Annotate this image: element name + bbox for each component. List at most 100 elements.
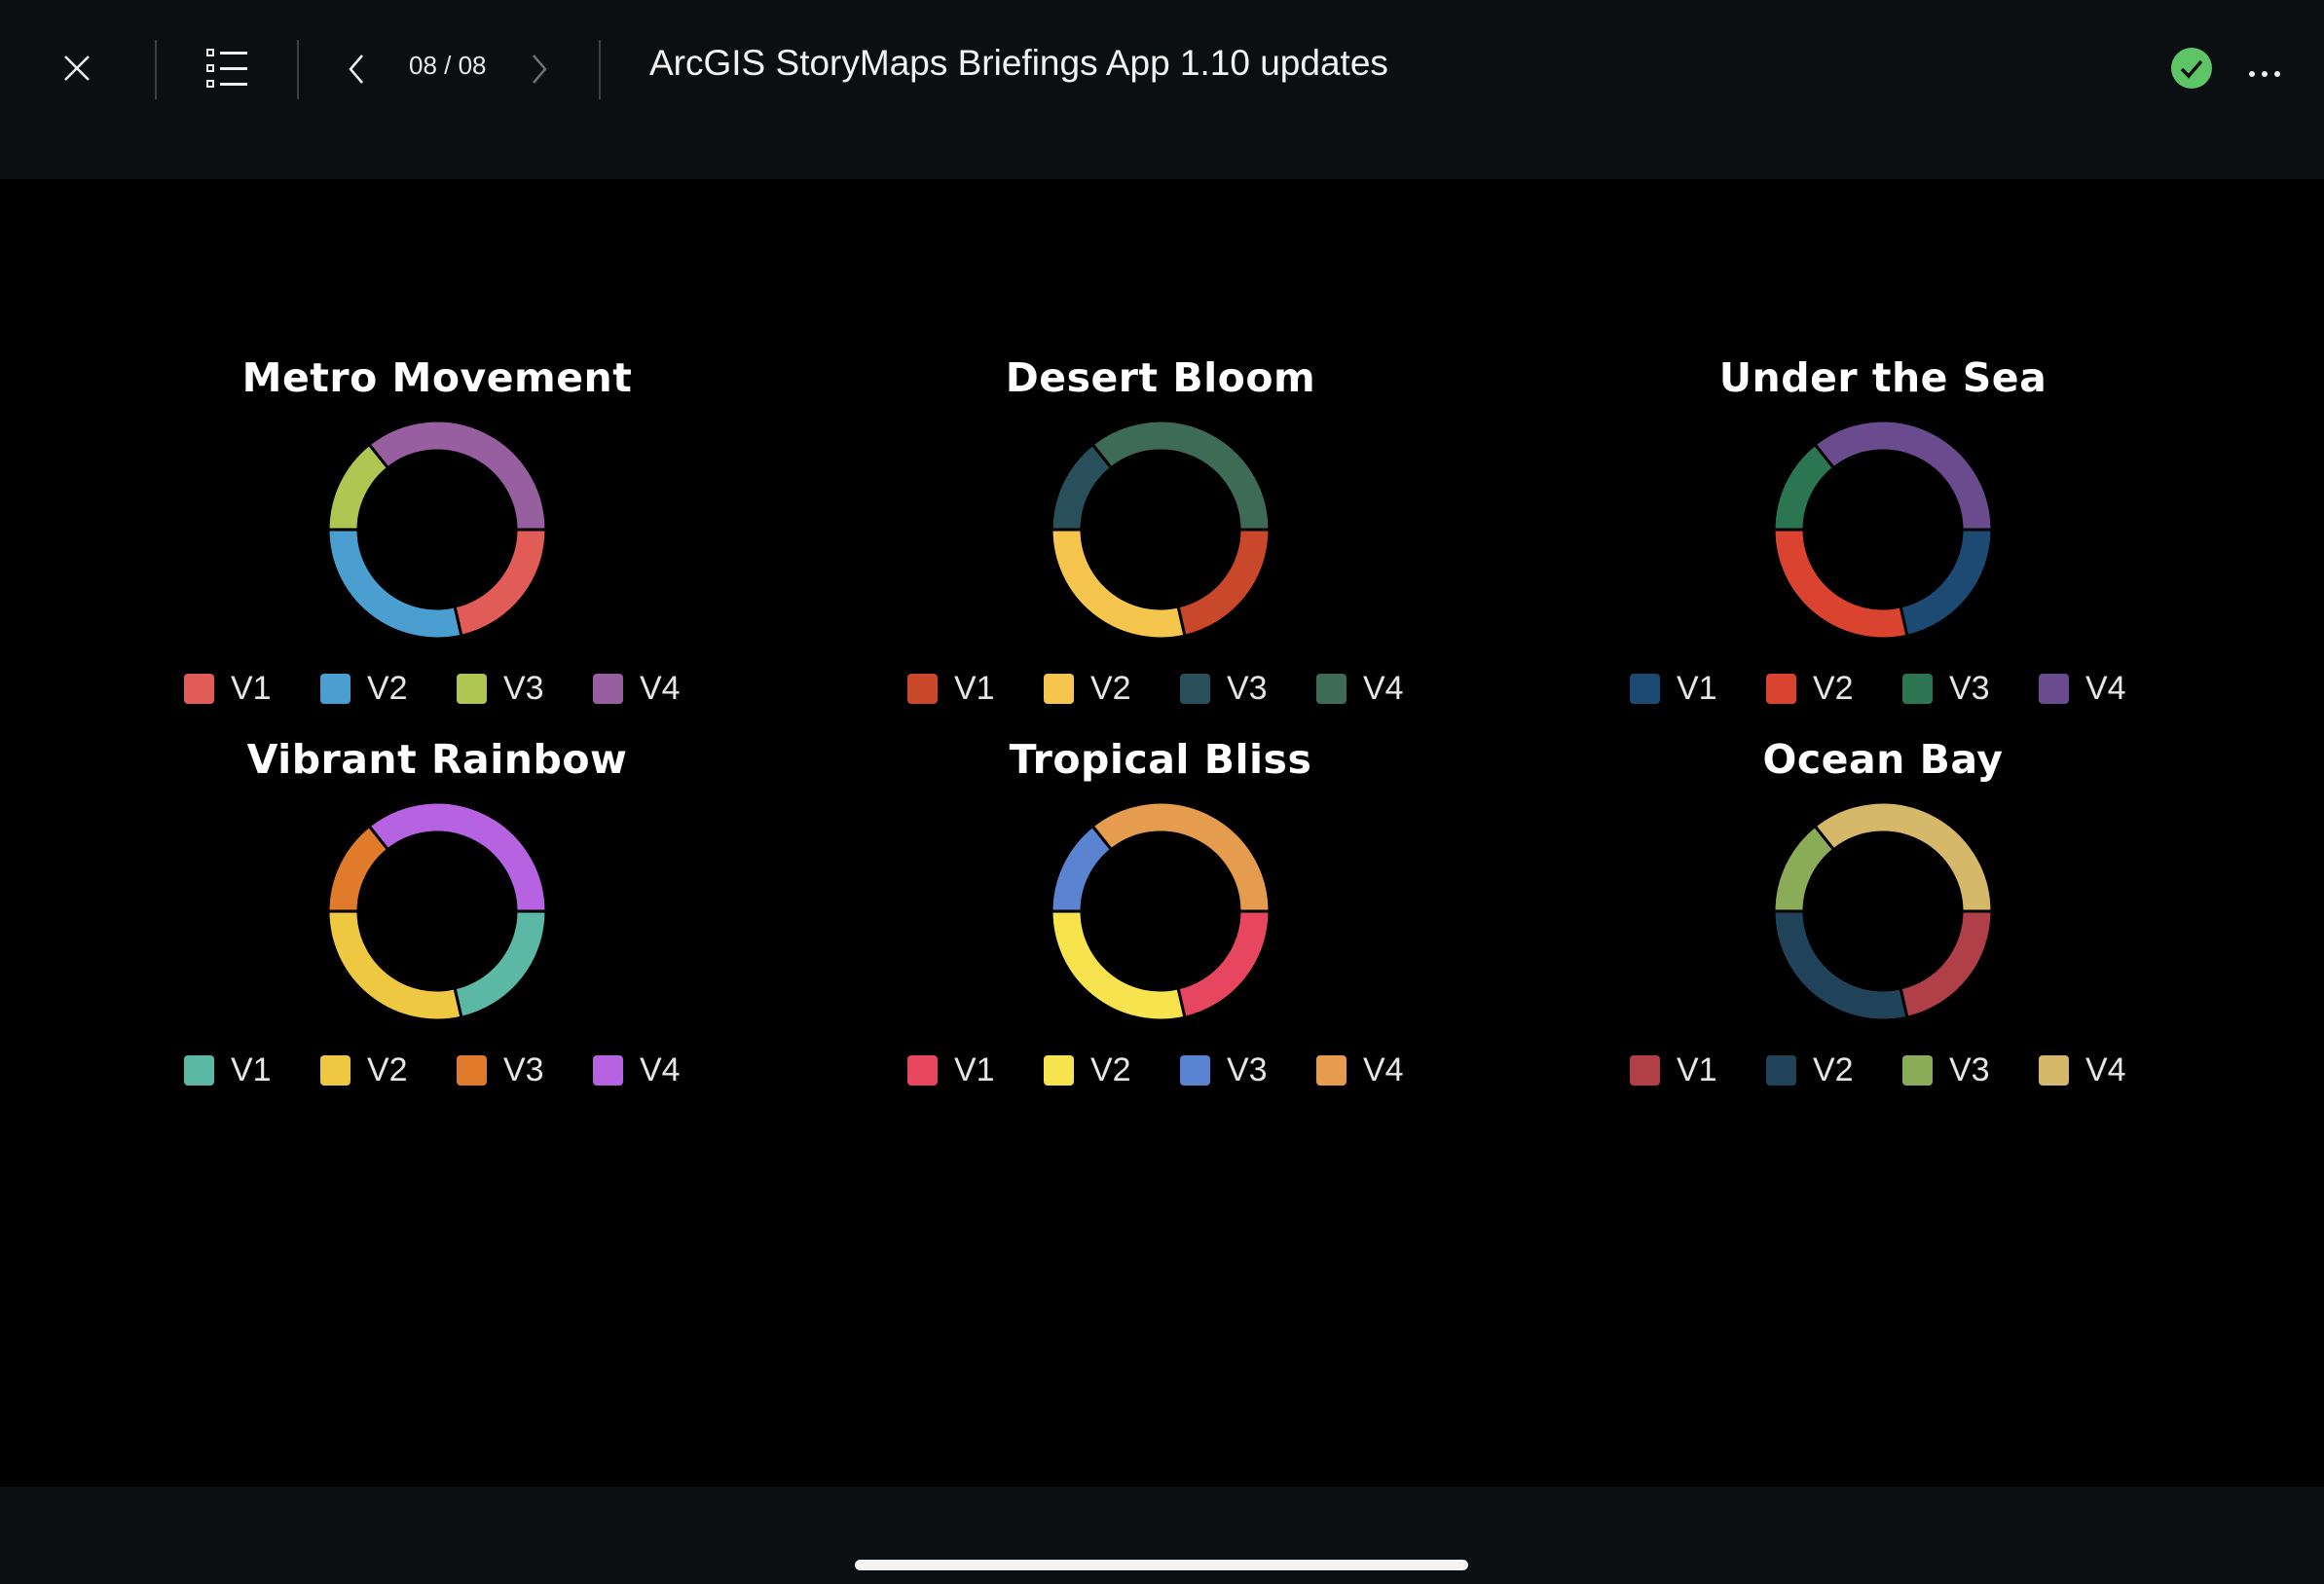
donut-segment-v2[interactable] (1050, 528, 1187, 641)
legend-item[interactable]: V3 (1902, 670, 2039, 708)
legend-item[interactable]: V4 (1316, 1051, 1453, 1089)
legend-item[interactable]: V1 (1630, 1051, 1766, 1089)
legend-item[interactable]: V4 (2039, 670, 2175, 708)
donut-chart (1050, 419, 1272, 641)
legend-item[interactable]: V1 (1630, 670, 1766, 708)
legend-item[interactable]: V2 (320, 1051, 457, 1089)
donut-chart-panel: Metro Movement V1 V2 V3 V4 (77, 354, 797, 900)
more-horizontal-icon[interactable] (2249, 64, 2287, 82)
legend-swatch (907, 674, 938, 704)
chart-title: Tropical Bliss (1009, 736, 1312, 783)
chart-title: Vibrant Rainbow (246, 736, 628, 783)
legend-swatch (457, 674, 487, 704)
legend-item[interactable]: V1 (184, 670, 320, 708)
chevron-left-icon[interactable] (347, 54, 366, 85)
legend-label: V3 (1227, 1051, 1268, 1088)
legend-label: V3 (503, 1051, 544, 1088)
donut-chart-panel: Desert Bloom V1 V2 V3 V4 (800, 354, 1521, 900)
chart-legend: V1 V2 V3 V4 (1630, 670, 2175, 708)
donut-segment-v1[interactable] (1899, 909, 1994, 1019)
legend-item[interactable]: V3 (1180, 1051, 1316, 1089)
donut-segment-v2[interactable] (326, 528, 463, 641)
chart-title: Metro Movement (241, 354, 633, 401)
legend-label: V2 (367, 670, 408, 707)
legend-item[interactable]: V1 (184, 1051, 320, 1089)
donut-segment-v4[interactable] (1813, 419, 1994, 532)
donut-chart (1772, 800, 1994, 1022)
legend-label: V1 (231, 1051, 272, 1088)
chart-legend: V1 V2 V3 V4 (1630, 1051, 2175, 1089)
legend-swatch (593, 674, 623, 704)
donut-segment-v2[interactable] (1772, 528, 1909, 641)
legend-label: V4 (640, 1051, 681, 1088)
legend-item[interactable]: V3 (1180, 670, 1316, 708)
legend-item[interactable]: V3 (457, 670, 593, 708)
legend-swatch (1180, 1055, 1210, 1086)
legend-item[interactable]: V2 (1044, 1051, 1180, 1089)
legend-item[interactable]: V2 (1766, 1051, 1902, 1089)
legend-item[interactable]: V2 (320, 670, 457, 708)
donut-segment-v4[interactable] (367, 419, 548, 532)
donut-segment-v1[interactable] (1176, 909, 1272, 1019)
legend-swatch (1180, 674, 1210, 704)
story-title: ArcGIS StoryMaps Briefings App 1.10 upda… (649, 43, 1388, 83)
legend-label: V2 (1813, 1051, 1854, 1088)
donut-chart-panel: Tropical Bliss V1 V2 V3 V4 (800, 736, 1521, 1281)
chart-title: Desert Bloom (1005, 354, 1316, 401)
donut-segment-v1[interactable] (453, 909, 548, 1019)
legend-item[interactable]: V4 (593, 1051, 729, 1089)
chart-legend: V1 V2 V3 V4 (907, 1051, 1453, 1089)
legend-label: V3 (1949, 1051, 1990, 1088)
donut-chart-panel: Vibrant Rainbow V1 V2 V3 V4 (77, 736, 797, 1281)
legend-swatch (1044, 1055, 1074, 1086)
divider (599, 40, 601, 99)
donut-segment-v1[interactable] (1176, 528, 1272, 638)
chevron-right-icon[interactable] (530, 54, 549, 85)
legend-item[interactable]: V3 (1902, 1051, 2039, 1089)
list-icon[interactable] (205, 48, 250, 91)
legend-swatch (1044, 674, 1074, 704)
chart-title: Ocean Bay (1762, 736, 2004, 783)
legend-label: V2 (1813, 670, 1854, 707)
legend-label: V4 (1363, 670, 1404, 707)
donut-segment-v2[interactable] (1772, 909, 1909, 1022)
donut-segment-v2[interactable] (326, 909, 463, 1022)
legend-swatch (1902, 674, 1933, 704)
donut-chart (1772, 419, 1994, 641)
legend-swatch (1902, 1055, 1933, 1086)
legend-item[interactable]: V2 (1044, 670, 1180, 708)
legend-swatch (320, 1055, 350, 1086)
legend-label: V4 (2085, 670, 2126, 707)
legend-label: V2 (1090, 1051, 1131, 1088)
donut-chart (326, 800, 548, 1022)
legend-item[interactable]: V4 (593, 670, 729, 708)
close-icon[interactable] (62, 54, 92, 83)
check-circle-icon[interactable] (2171, 48, 2212, 89)
legend-label: V1 (954, 1051, 995, 1088)
legend-label: V1 (1677, 670, 1717, 707)
donut-segment-v4[interactable] (367, 800, 548, 913)
donut-segment-v1[interactable] (1899, 528, 1994, 638)
legend-label: V3 (503, 670, 544, 707)
legend-swatch (457, 1055, 487, 1086)
legend-item[interactable]: V1 (907, 670, 1044, 708)
donut-segment-v4[interactable] (1090, 419, 1272, 532)
legend-swatch (1766, 1055, 1796, 1086)
legend-item[interactable]: V4 (2039, 1051, 2175, 1089)
legend-swatch (2039, 1055, 2069, 1086)
donut-segment-v4[interactable] (1813, 800, 1994, 913)
donut-segment-v2[interactable] (1050, 909, 1187, 1022)
donut-segment-v4[interactable] (1090, 800, 1272, 913)
top-toolbar: 08 / 08 ArcGIS StoryMaps Briefings App 1… (0, 0, 2324, 179)
home-indicator[interactable] (855, 1560, 1468, 1570)
legend-swatch (184, 674, 214, 704)
divider (155, 40, 157, 99)
page-counter: 08 / 08 (409, 51, 487, 80)
legend-item[interactable]: V4 (1316, 670, 1453, 708)
legend-item[interactable]: V2 (1766, 670, 1902, 708)
legend-item[interactable]: V3 (457, 1051, 593, 1089)
legend-label: V1 (231, 670, 272, 707)
legend-item[interactable]: V1 (907, 1051, 1044, 1089)
donut-chart (326, 419, 548, 641)
donut-segment-v1[interactable] (453, 528, 548, 638)
